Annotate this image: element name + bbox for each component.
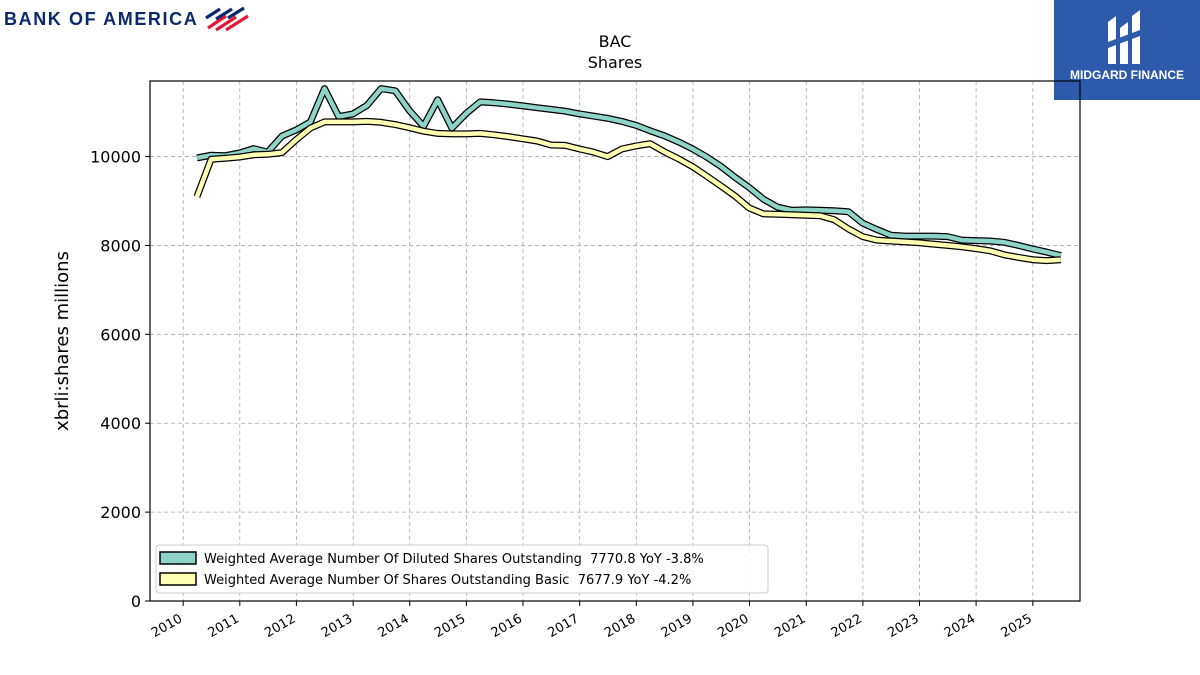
y-tick-label: 4000: [100, 414, 141, 433]
series-line: [196, 86, 1062, 258]
y-tick-label: 10000: [90, 148, 141, 167]
x-axis: 2010 2011 2012 2013 2014 2015 2016 2017 2018 2019…: [149, 601, 1035, 641]
series-line: [194, 119, 1061, 263]
x-tick-label: 2024: [942, 611, 978, 641]
x-tick-label: 2012: [262, 611, 298, 641]
x-tick-label: 2019: [659, 611, 695, 641]
legend: Weighted Average Number Of Diluted Share…: [155, 544, 769, 594]
x-tick-label: 2025: [999, 611, 1035, 641]
series-line-outline: [193, 117, 1061, 265]
partner-logo: MIDGARD FINANCE: [1054, 0, 1200, 100]
x-tick-label: 2013: [319, 611, 355, 641]
legend-swatch-diluted: [159, 551, 197, 565]
legend-box: [155, 544, 769, 594]
bofa-logo: BANK OF AMERICA: [4, 4, 252, 34]
y-tick-label: 2000: [100, 503, 141, 522]
x-tick-label: 2018: [602, 611, 638, 641]
x-tick-label: 2021: [772, 611, 808, 641]
x-tick-label: 2014: [376, 611, 412, 641]
legend-swatch-basic: [159, 572, 197, 586]
legend-label-diluted: Weighted Average Number Of Diluted Share…: [204, 552, 704, 567]
x-tick-label: 2017: [546, 611, 582, 641]
brand-text: BANK OF AMERICA: [4, 8, 199, 29]
legend-label-basic: Weighted Average Number Of Shares Outsta…: [204, 573, 691, 588]
y-axis: 0 2000 4000 6000 8000 10000: [90, 148, 150, 611]
series-layer: [193, 85, 1062, 265]
y-axis-label: xbrli:shares millions: [52, 251, 73, 431]
x-tick-label: 2016: [489, 611, 525, 641]
y-tick-label: 6000: [100, 325, 141, 344]
x-tick-label: 2020: [715, 611, 751, 641]
x-tick-label: 2023: [885, 611, 921, 641]
x-tick-label: 2022: [829, 611, 865, 641]
x-tick-label: 2011: [206, 611, 242, 641]
y-tick-label: 0: [131, 592, 141, 611]
chart-title: BAC: [599, 32, 632, 51]
series-line-outline: [196, 85, 1062, 259]
y-tick-label: 8000: [100, 236, 141, 255]
partner-logo-text: MIDGARD FINANCE: [1070, 68, 1184, 82]
x-tick-label: 2010: [149, 611, 185, 641]
plot-area-frame: [149, 80, 1081, 602]
chart-subtitle: Shares: [588, 53, 643, 72]
grid: [150, 81, 1080, 601]
midgard-logo-icon: [1108, 10, 1140, 64]
flag-icon: [205, 6, 250, 32]
x-tick-label: 2015: [432, 611, 468, 641]
